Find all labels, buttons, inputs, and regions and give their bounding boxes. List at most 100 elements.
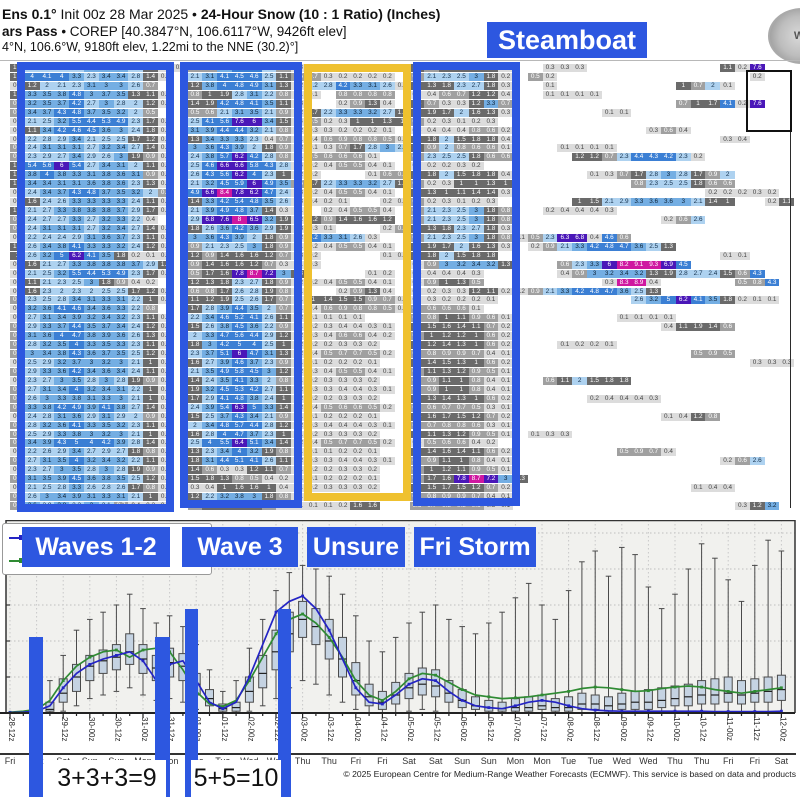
snow-value-cell: 0.1 (735, 251, 750, 260)
snow-value-cell: 0.4 (320, 242, 336, 251)
snow-value-cell: 2.5 (39, 117, 55, 126)
snow-value-cell: 0.7 (305, 72, 321, 81)
snow-value-cell: 1.7 (157, 260, 173, 269)
snow-value-cell: 0.9 (705, 350, 721, 358)
snow-value-cell (572, 189, 587, 197)
snow-value-cell: 2.3 (54, 278, 70, 287)
snow-value-cell: 2.3 (439, 215, 454, 224)
snow-value-cell (543, 279, 558, 287)
snow-value-cell: 0.1 (661, 412, 676, 421)
snow-value-cell: 3.2 (83, 314, 99, 323)
snow-value-cell (661, 118, 676, 126)
snow-value-cell: 1.3 (439, 367, 454, 376)
snow-value-cell: 2.9 (128, 207, 144, 215)
snow-value-cell (631, 162, 646, 170)
snow-value-cell (735, 323, 750, 331)
snow-value-cell: 4.5 (231, 72, 247, 81)
snow-value-cell: 1.1 (276, 314, 292, 323)
snow-value-cell: 1.4 (143, 72, 158, 81)
snow-value-cell: 6 (601, 260, 617, 269)
snow-value-cell (646, 144, 661, 152)
snow-value-cell: 0.2 (157, 439, 173, 448)
snow-value-cell (676, 234, 691, 242)
snow-value-cell (691, 73, 706, 81)
snow-value-cell: 1.8 (483, 171, 499, 180)
snow-value-cell (572, 475, 587, 483)
snow-value-cell: 6.8 (572, 233, 588, 242)
snow-value-cell: 4.9 (261, 180, 277, 189)
snow-value-cell (617, 144, 632, 152)
snow-value-cell: 3.1 (335, 233, 351, 242)
snow-value-cell (543, 144, 558, 152)
snow-value-cell: 3.1 (202, 457, 218, 466)
snow-value-cell (646, 82, 661, 90)
snow-value-cell: 3.7 (246, 430, 262, 439)
snow-value-cell: 3 (113, 153, 129, 162)
snow-value-cell: 1.6 (468, 242, 484, 251)
snow-value-cell: 2 (128, 162, 144, 171)
snow-value-cell: 0.5 (305, 117, 321, 126)
snow-value-cell (750, 207, 765, 215)
snow-value-cell (617, 162, 632, 170)
snow-value-cell: 1.3 (453, 359, 469, 367)
snow-value-cell: 0.3 (483, 403, 499, 412)
snow-value-cell: 3.8 (202, 153, 218, 162)
snow-value-cell: 4 (54, 332, 70, 341)
snow-value-cell (720, 377, 735, 385)
snow-value-cell: 1.3 (483, 108, 499, 117)
snow-value-cell (765, 448, 780, 456)
snow-value-cell (587, 466, 602, 474)
snow-value-cell: 0.8 (424, 350, 440, 358)
snow-value-cell: 0.3 (231, 466, 247, 475)
snow-value-cell: 0.1 (498, 493, 514, 501)
snow-value-cell (765, 216, 780, 224)
snow-value-cell: 2.4 (24, 144, 40, 153)
snow-value-cell (765, 234, 780, 242)
snow-value-cell (557, 109, 572, 117)
snow-value-cell (661, 73, 676, 81)
snow-value-cell (528, 127, 543, 135)
snow-value-cell (380, 502, 395, 510)
snow-value-cell (631, 466, 646, 474)
snow-value-cell: 3.3 (261, 403, 277, 412)
snow-value-cell: 0.7 (424, 421, 440, 430)
snow-value-cell (631, 252, 646, 260)
ensemble-member-row: 1.2 3.3 3.5 3.8 4.8 3 3.7 3.5 1.3 1.1 0.2 0.8 1 1.9 2.… (10, 90, 794, 100)
snow-value-cell: 1.3 (483, 180, 499, 189)
snow-value-cell (779, 314, 794, 322)
snow-value-cell (691, 288, 706, 296)
snow-value-cell (676, 493, 691, 501)
snow-value-cell: 1.7 (439, 108, 454, 117)
snow-value-cell: 0.2 (335, 126, 351, 135)
snow-value-cell (691, 377, 706, 385)
snow-value-cell: 1 (276, 171, 292, 180)
snow-value-cell: 3.5 (98, 421, 114, 430)
snow-value-cell: 0.3 (305, 224, 321, 233)
snow-value-cell: 3.9 (202, 403, 218, 412)
snow-value-cell: 0.4 (483, 457, 499, 466)
snow-value-cell: 6.2 (231, 153, 247, 162)
snow-value-cell: 1.2 (276, 421, 292, 430)
x-tick-label: 31-12z (166, 717, 176, 742)
snow-value-cell (543, 422, 558, 430)
snow-value-cell: 0.1 (365, 269, 380, 278)
snow-value-cell: 0.9 (335, 135, 351, 144)
snow-value-cell (720, 475, 735, 483)
snow-value-cell (720, 225, 735, 233)
snow-value-cell: 1 (143, 430, 158, 439)
snow-value-cell: 3.8 (69, 394, 84, 403)
snow-value-cell: 3.5 (98, 251, 114, 260)
snow-value-cell: 6 (246, 180, 262, 189)
snow-value-cell: 2.6 (276, 198, 292, 206)
snow-value-cell: 0.3 (320, 457, 336, 466)
snow-value-cell (779, 466, 794, 474)
snow-value-cell: 2.3 (24, 296, 40, 305)
snow-value-cell: 3 (83, 278, 99, 287)
snow-value-cell: 2.5 (631, 287, 647, 296)
snow-value-cell: 1.8 (187, 341, 203, 350)
snow-value-cell: 3.6 (39, 305, 55, 314)
snow-value-cell: 3.4 (246, 412, 262, 421)
snow-value-cell: 0.9 (276, 359, 292, 367)
snow-value-cell (779, 323, 794, 331)
snow-value-cell: 0.1 (542, 90, 558, 99)
